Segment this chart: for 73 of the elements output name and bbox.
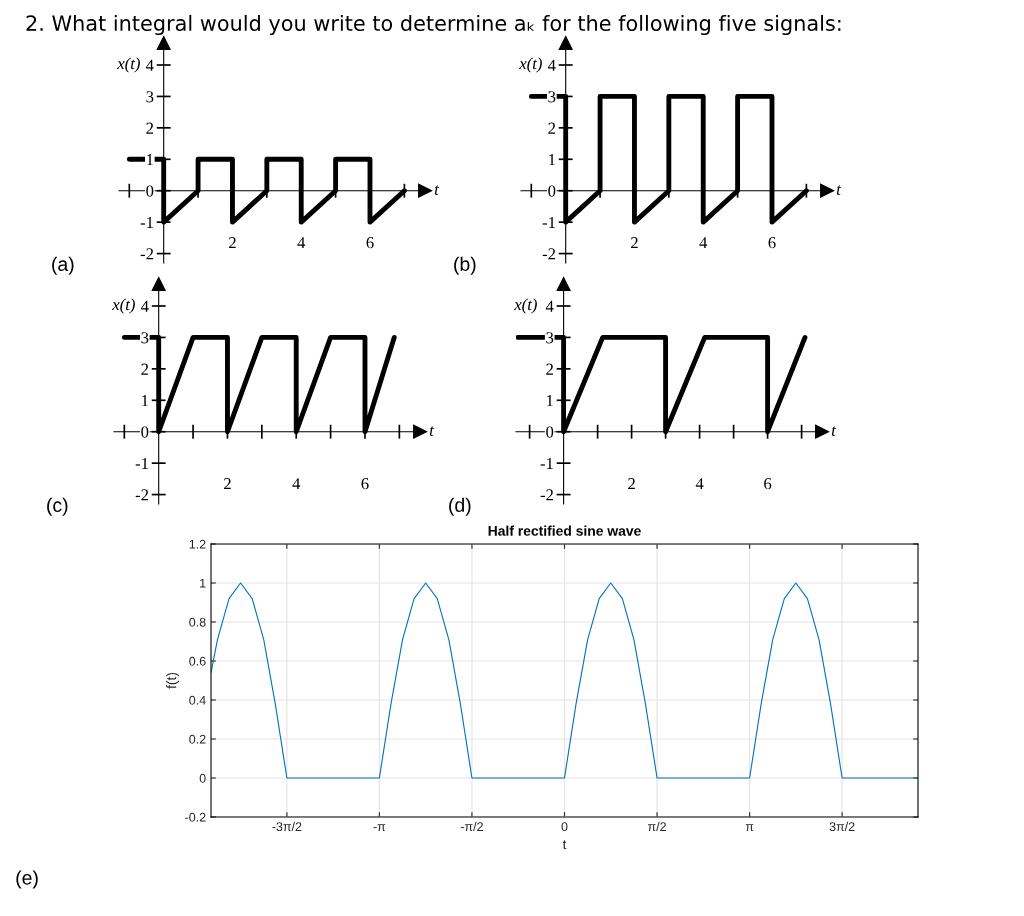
text: (c) (47, 497, 68, 516)
y-tick-label: 4 (547, 59, 556, 71)
y-tick-label: -2 (542, 248, 556, 260)
y-tick-label: -2 (140, 248, 154, 260)
x-tick-label: 4 (699, 237, 708, 249)
y-tick-label: 3 (546, 332, 554, 344)
y-tick-label: 2 (548, 122, 556, 134)
x-axis-title: t (562, 840, 567, 850)
y-tick-label: -1 (540, 457, 553, 469)
y-axis-title: f(t) (166, 672, 180, 689)
y-tick-label: 1 (142, 395, 148, 407)
text: (b) (454, 256, 476, 275)
x-axis-title: t (836, 185, 842, 195)
x-tick-label: 2 (229, 237, 236, 249)
x-tick-label: 2 (631, 237, 638, 249)
text: (a) (52, 256, 74, 275)
y-tick-label: 1 (200, 578, 206, 588)
y-tick-label: 3 (548, 91, 556, 103)
y-tick-label: 3 (141, 332, 149, 344)
x-axis-title: t (429, 426, 435, 436)
chart-title: 2. What integral would you write to determine aₖ for the following five signals: (26, 14, 841, 36)
y-tick-label: 0.4 (189, 695, 206, 705)
x-tick-label: 4 (297, 237, 306, 249)
x-tick-label: π (745, 824, 754, 832)
x-tick-label: 0 (561, 822, 568, 832)
x-tick-label: 6 (764, 478, 772, 490)
y-tick-label: 0.2 (189, 734, 206, 744)
y-tick-label: 0 (146, 185, 154, 197)
y-axis-title: x(t) (514, 298, 537, 314)
x-tick-label: -π/2 (460, 821, 483, 832)
x-tick-label: 6 (768, 237, 776, 249)
x-tick-label: -π (373, 824, 386, 832)
text: (e) (16, 870, 38, 889)
text: (d) (449, 497, 471, 516)
y-tick-label: 4 (145, 59, 154, 71)
x-tick-label: 2 (224, 478, 231, 490)
y-tick-label: 1 (547, 395, 553, 407)
y-tick-label: 0 (548, 185, 556, 197)
x-tick-label: 3π/2 (829, 821, 855, 832)
y-tick-label: -2 (135, 489, 149, 501)
y-tick-label: 4 (545, 300, 554, 312)
y-tick-label: 1.2 (189, 539, 206, 549)
y-tick-label: 1 (147, 154, 153, 166)
y-tick-label: -1 (140, 216, 153, 228)
y-tick-label: 0 (546, 426, 554, 438)
x-tick-label: 6 (366, 237, 374, 249)
y-tick-label: 0.6 (189, 656, 206, 666)
y-tick-label: -1 (135, 457, 148, 469)
y-tick-label: -0.2 (185, 812, 206, 822)
y-tick-label: 2 (146, 122, 154, 134)
y-tick-label: 4 (140, 300, 149, 312)
line-series (211, 582, 918, 779)
y-axis-title: x(t) (112, 298, 135, 314)
y-tick-label: 3 (146, 91, 154, 103)
chart-title: Half rectified sine wave (488, 525, 641, 536)
x-axis-title: t (434, 185, 440, 195)
y-tick-label: -1 (542, 216, 555, 228)
y-axis-title: x(t) (117, 57, 140, 73)
x-tick-label: -3π/2 (272, 821, 302, 832)
x-tick-label: 4 (292, 478, 301, 490)
y-tick-label: 2 (546, 363, 553, 375)
x-tick-label: 6 (361, 478, 369, 490)
y-tick-label: 0 (141, 426, 149, 438)
y-tick-label: 0 (199, 773, 206, 783)
y-tick-label: -2 (540, 489, 553, 501)
y-tick-label: 2 (141, 363, 149, 375)
x-tick-label: π/2 (648, 821, 666, 832)
y-tick-label: 1 (549, 154, 555, 166)
y-axis-title: x(t) (519, 57, 542, 73)
x-axis-title: t (831, 426, 837, 436)
x-tick-label: 2 (628, 478, 635, 490)
y-tick-label: 0.8 (189, 617, 206, 627)
x-tick-label: 4 (695, 478, 704, 490)
